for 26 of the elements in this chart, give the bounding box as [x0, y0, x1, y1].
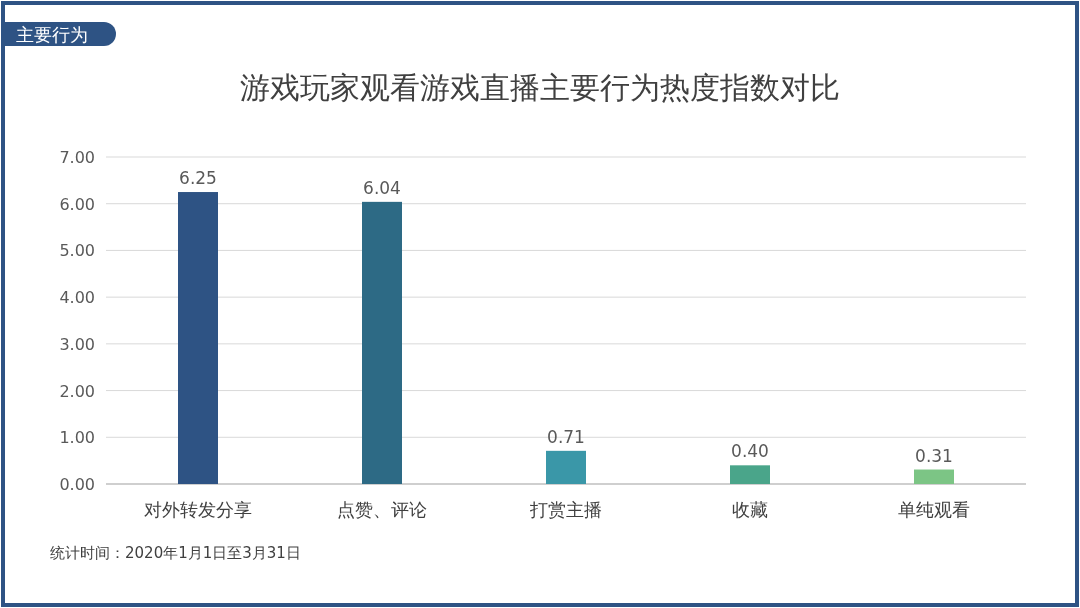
x-tick-label: 打赏主播: [529, 499, 602, 520]
data-label: 6.04: [363, 177, 401, 198]
x-tick-label: 点赞、评论: [337, 499, 427, 520]
y-tick-label: 5.00: [59, 241, 95, 261]
x-tick-label: 对外转发分享: [144, 499, 252, 520]
bar: [546, 450, 586, 484]
y-tick-label: 1.00: [59, 428, 95, 448]
bar: [362, 201, 402, 484]
data-label: 0.40: [731, 441, 769, 462]
x-tick-label: 收藏: [732, 499, 768, 520]
bar: [730, 465, 770, 484]
x-tick-label: 单纯观看: [898, 499, 970, 520]
data-label: 0.71: [547, 426, 585, 447]
y-tick-label: 2.00: [59, 381, 95, 401]
chart-title: 游戏玩家观看游戏直播主要行为热度指数对比: [240, 70, 840, 105]
y-tick-label: 6.00: [59, 194, 95, 214]
text: 主要行为: [16, 24, 88, 45]
y-tick-label: 4.00: [59, 288, 95, 308]
text: 统计时间：2020年1月1日至3月31日: [50, 544, 301, 562]
data-label: 0.31: [915, 445, 953, 466]
data-label: 6.25: [179, 168, 217, 189]
y-tick-label: 7.00: [59, 148, 95, 167]
y-tick-label: 0.00: [59, 475, 95, 494]
bar: [178, 192, 218, 484]
bar: [914, 469, 954, 484]
y-tick-label: 3.00: [59, 334, 95, 354]
